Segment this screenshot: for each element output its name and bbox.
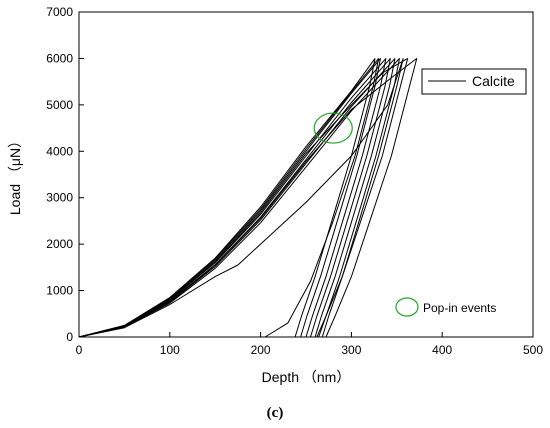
series-unloading-line	[314, 58, 396, 338]
series-unloading-line	[264, 58, 380, 338]
y-tick-label: 4000	[46, 144, 73, 158]
x-tick-label: 300	[341, 343, 361, 357]
y-tick-label: 1000	[46, 284, 73, 298]
series-loading-line	[78, 58, 396, 338]
y-tick-label: 6000	[46, 51, 73, 65]
y-tick-label: 3000	[46, 191, 73, 205]
x-tick-label: 500	[523, 343, 543, 357]
plot-frame	[78, 11, 534, 338]
legend: Calcite	[421, 68, 527, 95]
curves-layer	[78, 57, 418, 338]
series-loading-line	[78, 58, 400, 338]
series-loading-line	[78, 58, 379, 338]
series-loading-line	[78, 58, 387, 338]
x-axis-label: Depth （nm）	[262, 369, 351, 385]
series-loading-line	[78, 58, 376, 338]
series-loading-line	[78, 58, 418, 338]
series-loading-line	[78, 58, 381, 338]
y-axis-label: Load （μN）	[7, 134, 23, 215]
x-tick-label: 0	[76, 343, 83, 357]
figure-caption: (c)	[267, 405, 284, 421]
series-loading-line	[78, 57, 408, 338]
x-tick-label: 200	[251, 343, 271, 357]
y-tick-label: 7000	[46, 5, 73, 19]
legend-label: Calcite	[472, 73, 515, 89]
series-unloading-line	[316, 58, 409, 338]
popin-marker	[313, 112, 353, 144]
annotation: Pop-in events	[395, 297, 496, 317]
x-tick-label: 100	[160, 343, 180, 357]
ticks-layer: 0 100 200 300 400 500010002000300040005000600…	[46, 5, 543, 357]
series-unloading-line	[321, 58, 404, 338]
series-unloading-line	[325, 58, 418, 338]
x-tick-label: 400	[432, 343, 452, 357]
annotation-ellipse	[395, 297, 419, 317]
series-unloading-line	[310, 58, 391, 338]
series-unloading-line	[300, 58, 381, 338]
annotation-label: Pop-in events	[423, 301, 496, 315]
series-loading-line	[78, 58, 404, 338]
y-tick-label: 5000	[46, 98, 73, 112]
y-tick-label: 0	[66, 330, 73, 344]
y-tick-label: 2000	[46, 237, 73, 251]
